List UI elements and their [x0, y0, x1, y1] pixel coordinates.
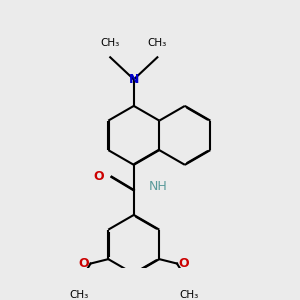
Text: O: O — [94, 170, 104, 183]
Text: N: N — [129, 73, 139, 86]
Text: CH₃: CH₃ — [100, 38, 120, 49]
Text: O: O — [178, 257, 189, 270]
Text: CH₃: CH₃ — [148, 38, 167, 49]
Text: NH: NH — [148, 180, 167, 194]
Text: CH₃: CH₃ — [69, 290, 88, 300]
Text: CH₃: CH₃ — [179, 290, 198, 300]
Text: O: O — [79, 257, 89, 270]
